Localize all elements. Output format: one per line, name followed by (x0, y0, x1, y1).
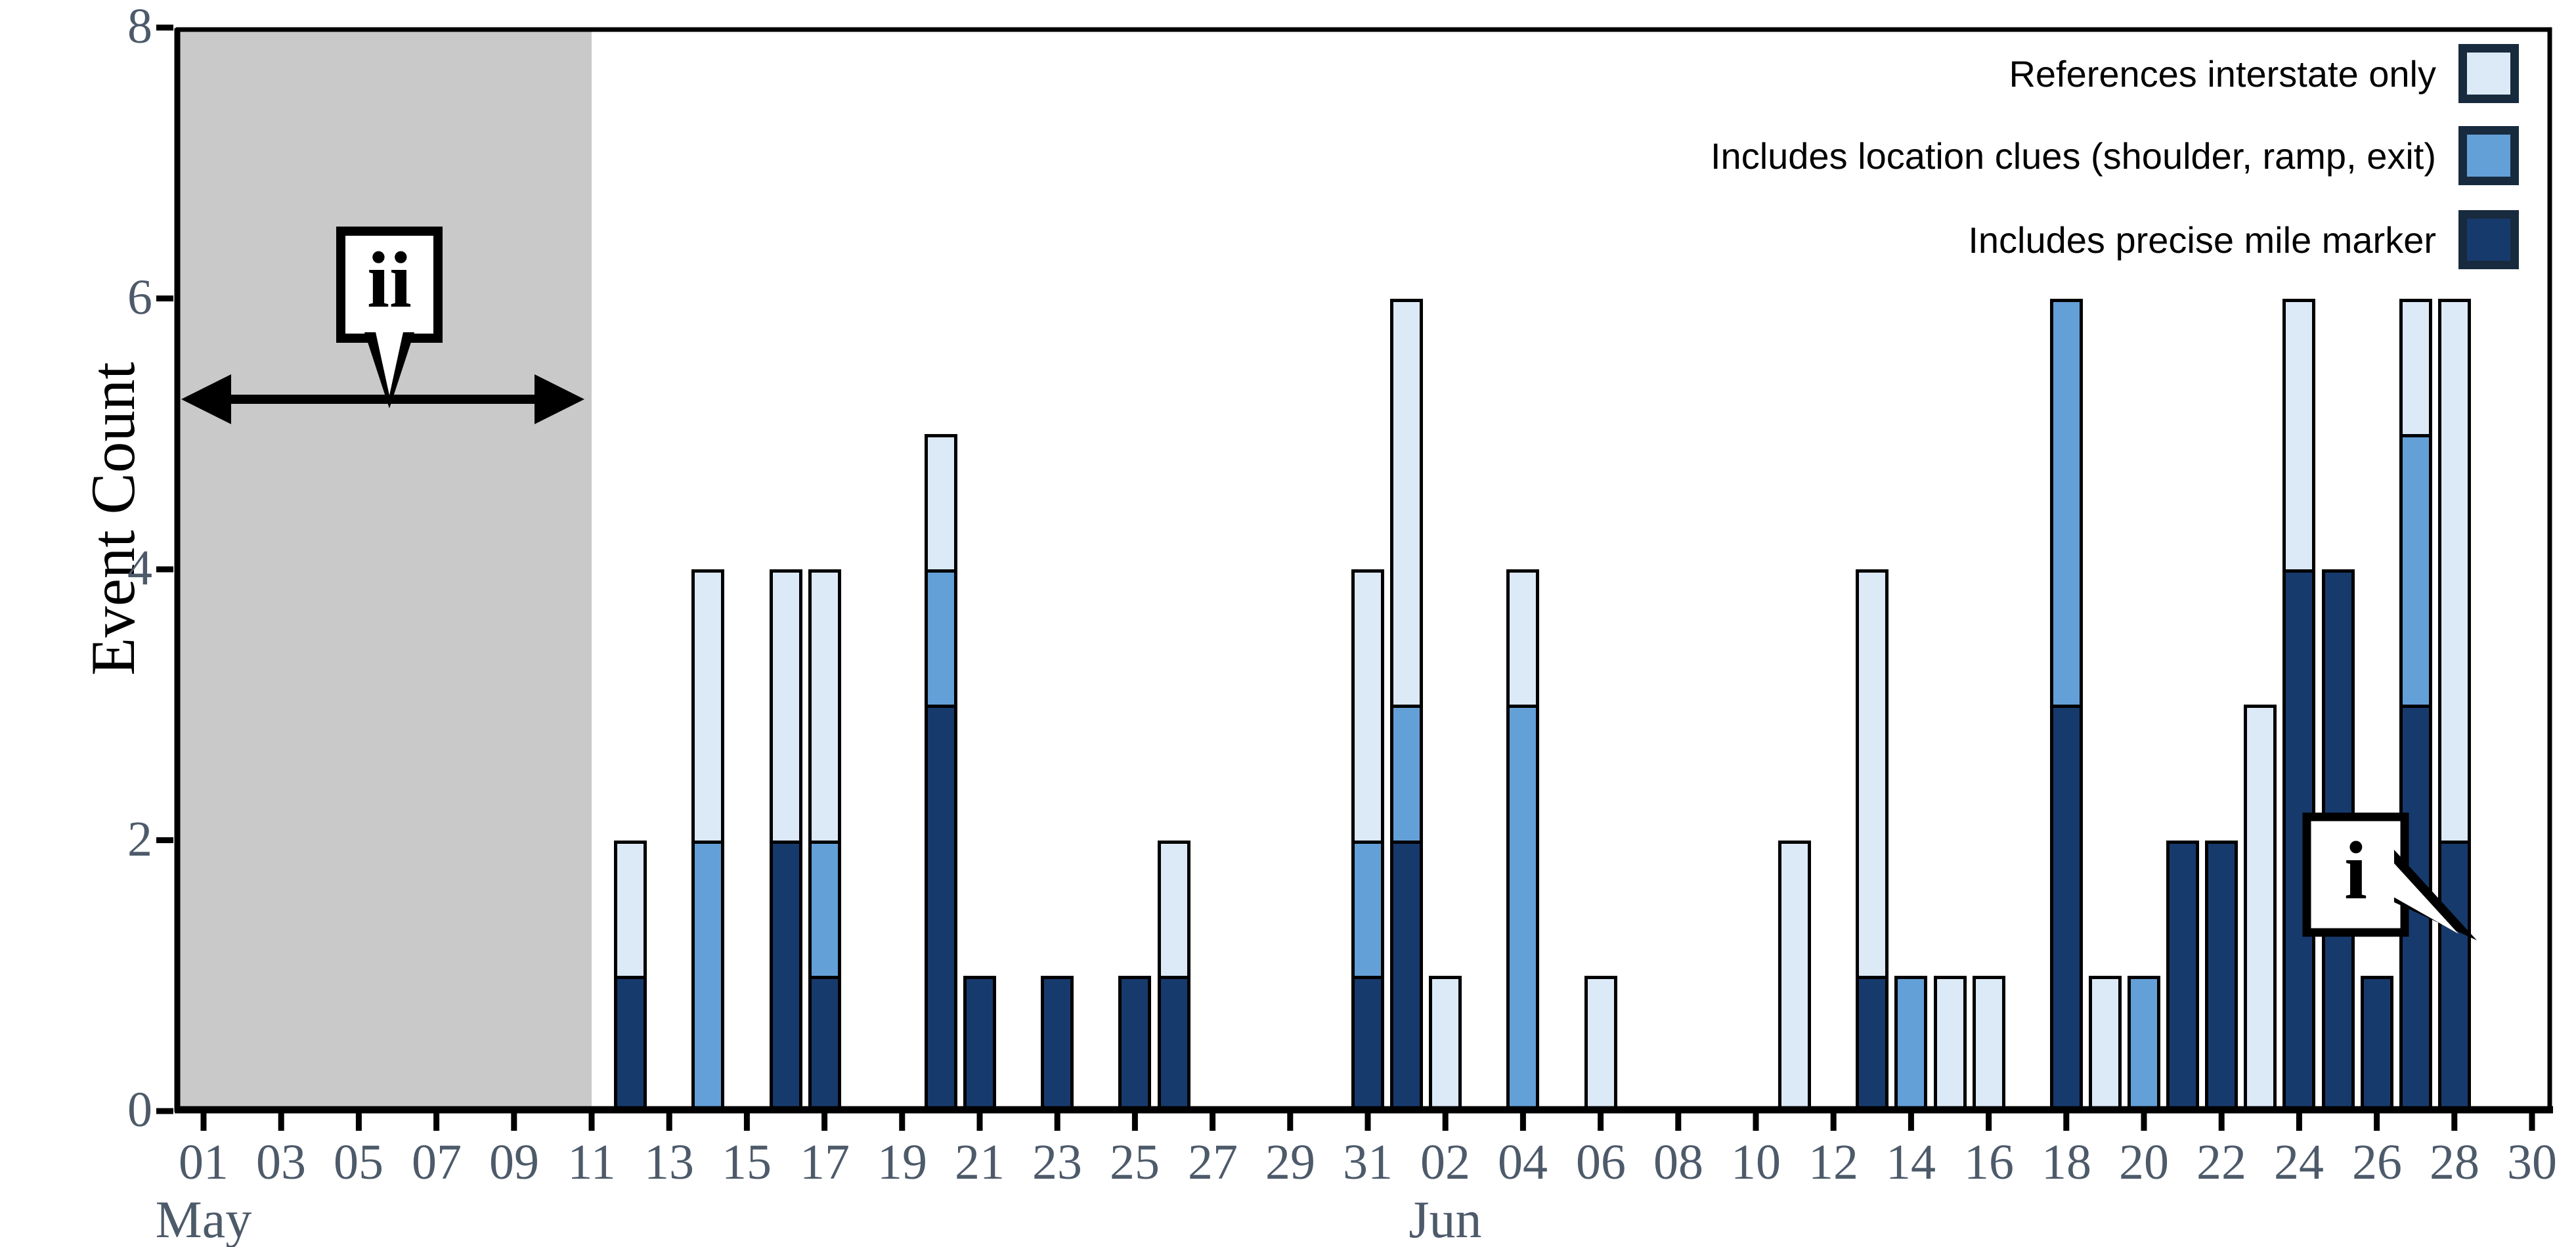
legend-swatch-interstate-only (2458, 44, 2519, 103)
bar-jun-22-mile_marker (2205, 840, 2238, 1111)
bar-may-12-interstate_only (614, 840, 647, 979)
bar-jun-04-interstate_only (1506, 569, 1540, 709)
bar-may-25-mile_marker (1118, 975, 1152, 1112)
x-tick-label-25: 25 (1110, 1135, 1160, 1190)
x-tick-label-09: 09 (489, 1135, 539, 1190)
y-tick-label-4: 4 (127, 540, 152, 596)
bar-may-31-mile_marker (1351, 975, 1384, 1112)
bar-jun-02-interstate_only (1429, 975, 1462, 1112)
bar-jun-28-interstate_only (2437, 298, 2471, 844)
bar-jun-11-interstate_only (1778, 840, 1812, 1111)
bar-jun-20-location_clues (2128, 975, 2160, 1112)
bar-may-17-interstate_only (808, 569, 841, 844)
x-tick-label-22: 22 (2196, 1135, 2246, 1190)
x-tick-label-26: 26 (2352, 1135, 2402, 1190)
legend-swatch-mile-marker (2458, 210, 2519, 269)
x-tick-label-08: 08 (1653, 1135, 1703, 1190)
x-tick-label-31: 31 (1343, 1135, 1393, 1190)
bar-jun-13-mile_marker (1856, 975, 1889, 1112)
bar-may-12-mile_marker (614, 975, 647, 1112)
x-tick-label-21: 21 (955, 1135, 1005, 1190)
x-tick-label-28: 28 (2430, 1135, 2479, 1190)
bar-jun-18-location_clues (2049, 298, 2083, 709)
x-tick-label-16: 16 (1964, 1135, 2014, 1190)
bar-jun-28-mile_marker (2437, 840, 2471, 1111)
x-tick-label-05: 05 (334, 1135, 383, 1190)
bar-jun-16-interstate_only (1972, 975, 2005, 1112)
x-tick-label-30: 30 (2507, 1135, 2557, 1190)
bar-may-31-interstate_only (1351, 569, 1384, 844)
x-tick-label-12: 12 (1808, 1135, 1858, 1190)
bar-jun-27-location_clues (2399, 433, 2432, 709)
bar-jun-04-location_clues (1506, 705, 1540, 1112)
bar-jun-01-mile_marker (1390, 840, 1424, 1111)
y-tick-label-2: 2 (127, 812, 152, 867)
x-tick-label-11: 11 (567, 1135, 616, 1190)
bar-jun-14-location_clues (1894, 975, 1928, 1112)
x-tick-label-04: 04 (1498, 1135, 1548, 1190)
legend-label-location-clues: Includes location clues (shoulder, ramp,… (1711, 135, 2436, 177)
x-tick-label-29: 29 (1265, 1135, 1315, 1190)
bar-jun-01-location_clues (1390, 705, 1424, 844)
double-arrow (181, 374, 584, 424)
y-tick-label-0: 0 (127, 1082, 152, 1137)
callout-ii-box (336, 227, 443, 408)
month-label-jun: Jun (1408, 1191, 1482, 1247)
x-tick-label-13: 13 (644, 1135, 694, 1190)
legend-row-location-clues: Includes location clues (shoulder, ramp,… (1711, 126, 2519, 185)
bar-may-16-mile_marker (769, 840, 802, 1111)
bar-may-14-location_clues (691, 840, 725, 1111)
legend-swatch-location-clues (2458, 126, 2519, 185)
legend-label-interstate-only: References interstate only (2009, 53, 2436, 95)
bar-jun-26-mile_marker (2360, 975, 2393, 1112)
x-tick-label-06: 06 (1576, 1135, 1626, 1190)
bar-may-17-mile_marker (808, 975, 841, 1112)
bar-may-20-interstate_only (924, 433, 957, 573)
callout-i-label: i (2344, 825, 2367, 917)
bar-may-26-interstate_only (1157, 840, 1190, 979)
x-tick-label-03: 03 (256, 1135, 306, 1190)
x-tick-label-02: 02 (1420, 1135, 1470, 1190)
callout-ii-label: ii (367, 236, 412, 324)
legend-row-interstate-only: References interstate only (2009, 44, 2519, 103)
bar-jun-15-interstate_only (1933, 975, 1967, 1112)
x-tick-label-10: 10 (1731, 1135, 1781, 1190)
legend-label-mile-marker: Includes precise mile marker (1968, 219, 2436, 261)
axis-ticks (156, 24, 2535, 1131)
y-tick-label-6: 6 (127, 270, 152, 325)
x-tick-label-23: 23 (1032, 1135, 1082, 1190)
bar-may-21-mile_marker (963, 975, 996, 1112)
shaded-region-may01-11 (180, 32, 592, 1109)
x-tick-label-18: 18 (2041, 1135, 2091, 1190)
plot-spines (174, 27, 2553, 1114)
x-tick-label-01: 01 (179, 1135, 229, 1190)
legend-row-mile-marker: Includes precise mile marker (1968, 210, 2519, 269)
bar-jun-24-interstate_only (2282, 298, 2316, 573)
bar-jun-18-mile_marker (2049, 705, 2083, 1112)
x-tick-label-24: 24 (2274, 1135, 2324, 1190)
x-tick-label-27: 27 (1188, 1135, 1238, 1190)
x-tick-label-07: 07 (412, 1135, 462, 1190)
x-tick-label-17: 17 (800, 1135, 850, 1190)
bar-jun-27-interstate_only (2399, 298, 2432, 437)
bar-may-20-mile_marker (924, 705, 957, 1112)
bar-jun-21-mile_marker (2166, 840, 2200, 1111)
x-tick-label-19: 19 (877, 1135, 927, 1190)
x-tick-label-14: 14 (1886, 1135, 1936, 1190)
y-tick-label-8: 8 (127, 0, 152, 54)
x-tick-label-20: 20 (2119, 1135, 2169, 1190)
bar-jun-23-interstate_only (2244, 705, 2277, 1112)
bar-may-14-interstate_only (691, 569, 725, 844)
callout-i-box (2302, 812, 2477, 940)
bar-may-16-interstate_only (769, 569, 802, 844)
month-label-may: May (155, 1191, 252, 1247)
bar-jun-01-interstate_only (1390, 298, 1424, 709)
bar-jun-13-interstate_only (1856, 569, 1889, 979)
x-tick-label-15: 15 (722, 1135, 772, 1190)
